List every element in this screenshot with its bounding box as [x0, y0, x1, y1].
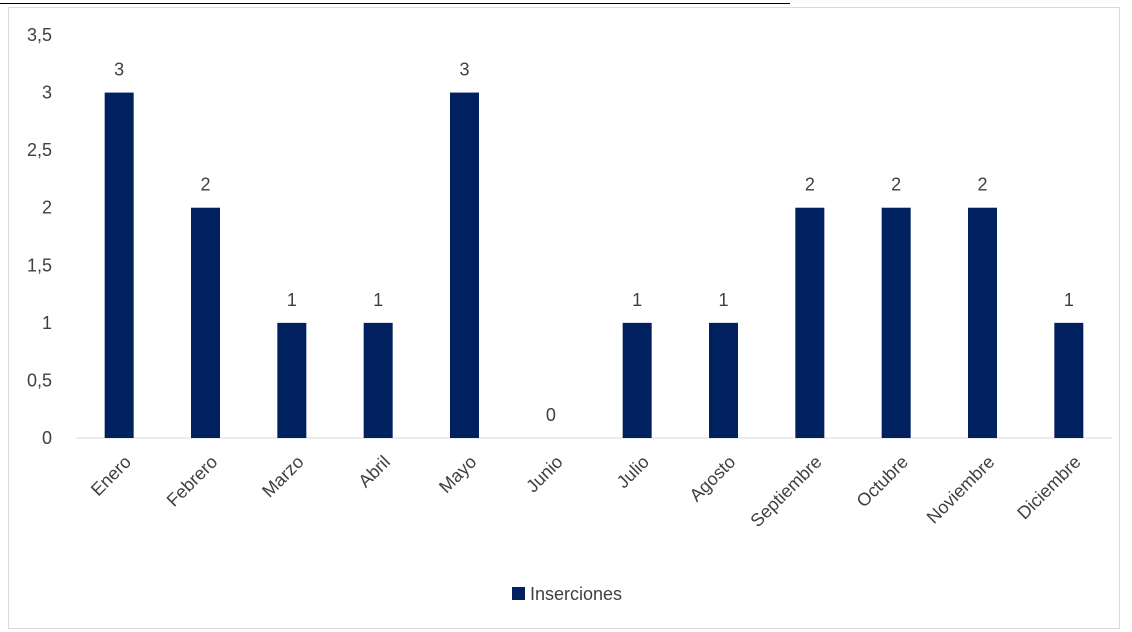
x-axis: Enero Febrero Marzo Abril Mayo Junio Julio Agos…: [76, 437, 1112, 531]
bar-value-label: 0: [546, 405, 556, 425]
y-tick-label: 3,5: [27, 25, 52, 45]
bar: [104, 92, 134, 439]
x-tick-label: Octubre: [853, 452, 912, 511]
x-tick-label: Noviembre: [923, 452, 999, 528]
bar-value-label: 2: [805, 175, 815, 195]
bar: [968, 207, 997, 438]
bar-value-label: 1: [287, 290, 297, 310]
cropped-caption-text: [0, 0, 790, 4]
y-tick-label: 2,5: [27, 140, 52, 160]
bar: [881, 207, 911, 438]
bar-value-label: 1: [373, 290, 383, 310]
x-tick-label: Septiembre: [746, 452, 825, 531]
y-tick-label: 0,5: [27, 370, 52, 390]
x-tick-label: Febrero: [163, 452, 222, 511]
x-tick-label: Marzo: [258, 452, 308, 502]
x-tick-label: Abril: [354, 452, 394, 492]
legend-label: Inserciones: [530, 584, 622, 604]
bar-value-label: 2: [891, 175, 901, 195]
y-tick-label: 1: [42, 313, 52, 333]
legend-swatch: [512, 587, 525, 600]
bar-value-label: 3: [114, 60, 124, 80]
x-tick-label: Diciembre: [1013, 452, 1084, 523]
x-tick-label: Junio: [522, 452, 567, 497]
x-tick-label: Enero: [87, 452, 135, 500]
x-tick-label: Agosto: [686, 452, 740, 506]
bar-value-label: 3: [459, 60, 469, 80]
bar: [622, 322, 652, 438]
bar: [795, 207, 825, 438]
x-tick-label: Julio: [613, 452, 653, 492]
bars: [104, 92, 1084, 439]
bar: [709, 322, 738, 438]
bar-value-label: 2: [977, 175, 987, 195]
y-axis: 0 0,5 1 1,5 2 2,5 3 3,5: [27, 25, 52, 448]
data-labels: 3 2 1 1 3 0 1 1 2 2 2 1: [114, 60, 1074, 425]
bar: [450, 92, 479, 439]
bar-value-label: 1: [632, 290, 642, 310]
legend: Inserciones: [512, 584, 622, 604]
y-tick-label: 1,5: [27, 255, 52, 275]
bar-value-label: 2: [200, 175, 210, 195]
bar-value-label: 1: [718, 290, 728, 310]
y-tick-label: 3: [42, 83, 52, 103]
y-tick-label: 0: [42, 428, 52, 448]
y-tick-label: 2: [42, 198, 52, 218]
bar: [1054, 322, 1084, 438]
bar: [191, 207, 220, 438]
bar-value-label: 1: [1064, 290, 1074, 310]
bar: [277, 322, 307, 438]
bar: [363, 322, 393, 438]
x-tick-label: Mayo: [435, 452, 480, 497]
